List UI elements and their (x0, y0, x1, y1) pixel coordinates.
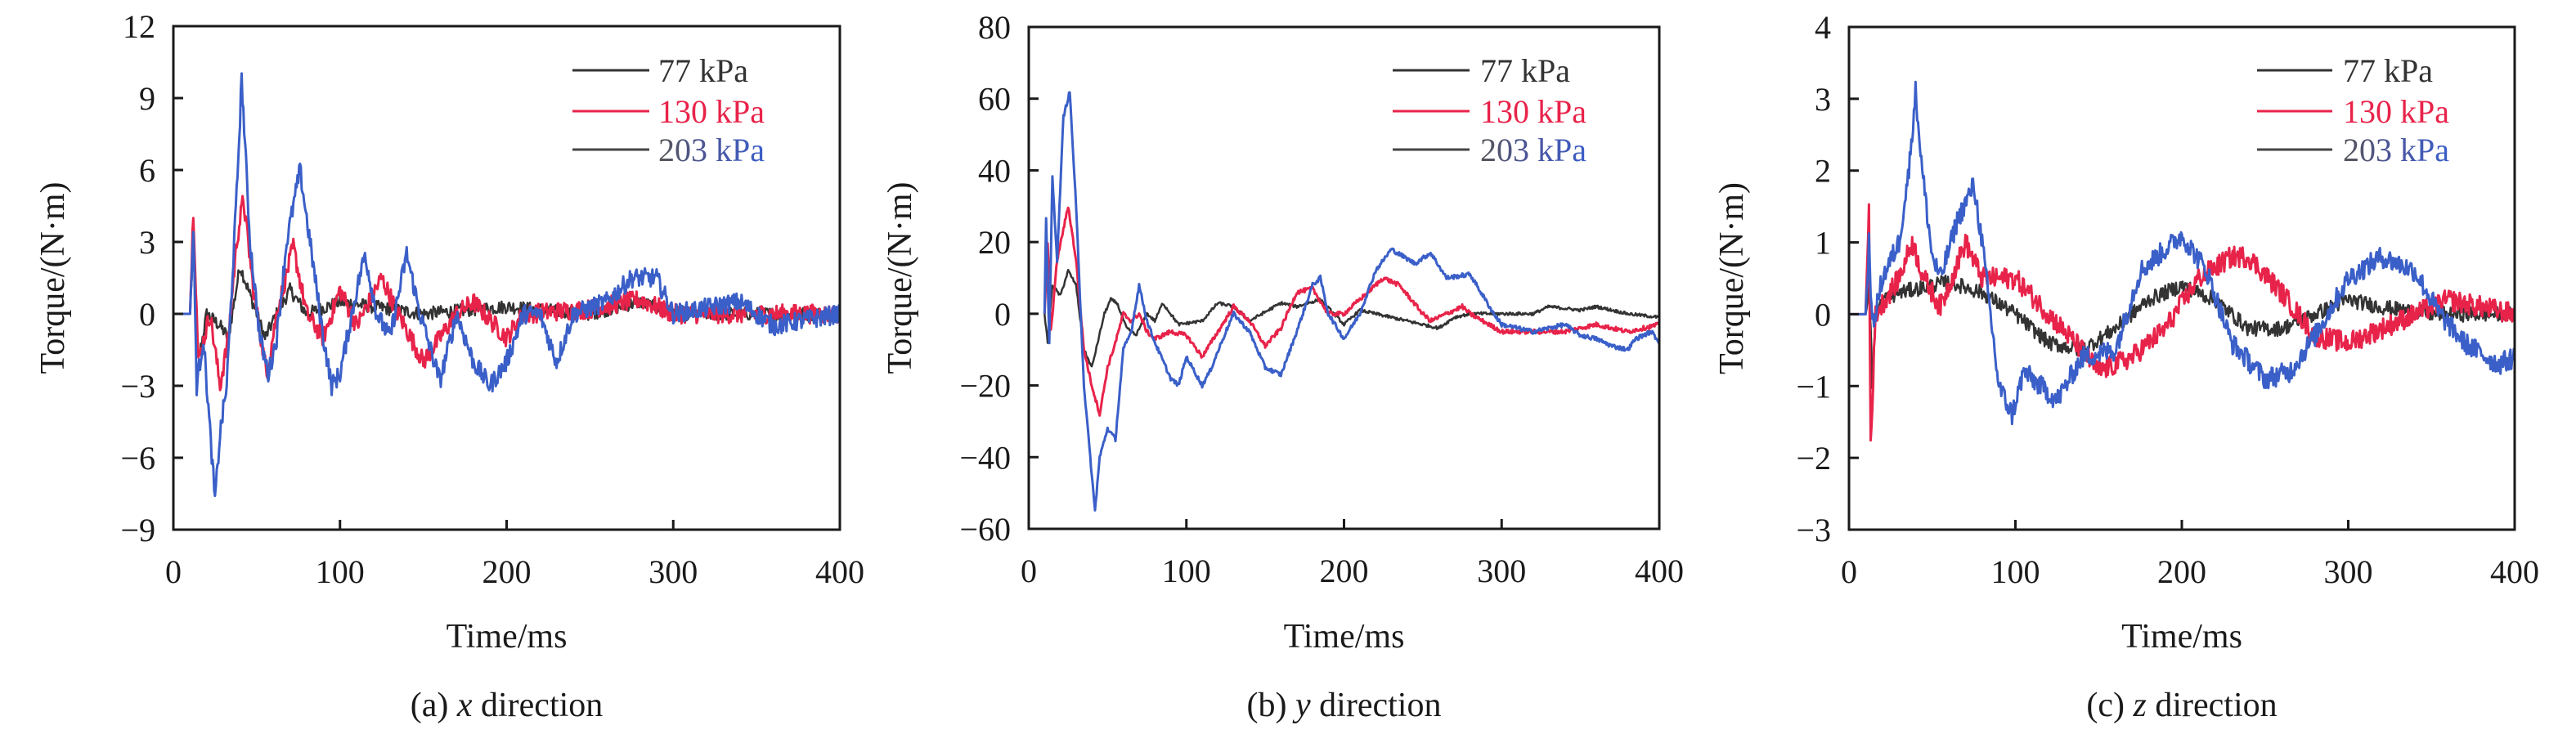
y-tick-label: 0 (139, 296, 155, 333)
series-group (173, 72, 841, 498)
x-tick-label: 400 (1635, 553, 1684, 589)
x-axis-label: Time/ms (2121, 618, 2242, 656)
series-line-203-kpa (173, 72, 841, 498)
y-tick-label: 4 (1815, 9, 1831, 46)
y-tick-label: 1 (1815, 225, 1831, 262)
y-tick-label: 0 (1815, 296, 1831, 333)
chart-panel-b: 0 100 200 300 400 −60 −40 −20 0 20 40 60 80 Time/ms To… (882, 9, 1684, 724)
y-tick-label: 3 (139, 224, 155, 261)
caption-variable: z (2132, 687, 2146, 724)
y-tick-label: 12 (123, 8, 155, 45)
series-group (1043, 91, 1661, 512)
series-line-203-kpa (1848, 80, 2516, 426)
series-line-77-kpa (1043, 268, 1660, 368)
series-line-130-kpa (1043, 206, 1661, 417)
legend-label: 130 kPa (2343, 93, 2449, 130)
legend-label: 130 kPa (1480, 93, 1586, 130)
panel-caption: (b) y direction (1247, 687, 1442, 724)
y-tick-label: 20 (978, 224, 1011, 261)
caption-prefix: (b) (1247, 687, 1295, 724)
x-tick-label: 0 (165, 553, 182, 590)
x-tick-label: 200 (2157, 553, 2206, 590)
y-tick-label: 60 (978, 81, 1011, 118)
caption-prefix: (a) (411, 687, 457, 724)
y-tick-label: −1 (1796, 368, 1831, 405)
y-tick-label: −6 (120, 440, 155, 477)
x-tick-label: 100 (316, 553, 365, 590)
y-tick-label: 40 (978, 152, 1011, 189)
x-tick-label: 200 (1320, 553, 1369, 589)
series-line-77-kpa (1848, 272, 2516, 390)
x-tick-label: 200 (482, 553, 532, 590)
y-tick-label: −40 (959, 439, 1011, 476)
legend-label: 77 kPa (2343, 52, 2433, 89)
chart-panel-a: 0 100 200 300 400 −9 −6 −3 0 3 6 9 12 Time/ms Torque/(… (34, 8, 864, 724)
series-line-203-kpa (1043, 91, 1661, 512)
panel-caption: (a) x direction (411, 687, 604, 724)
y-axis-label: Torque/(N·m) (1713, 182, 1751, 374)
x-tick-label: 0 (1841, 553, 1857, 590)
x-tick-label: 300 (2324, 553, 2373, 590)
y-tick-label: −60 (959, 511, 1011, 548)
legend-label: 77 kPa (658, 52, 748, 89)
y-tick-label: −3 (120, 368, 155, 405)
y-tick-label: 6 (139, 152, 155, 189)
caption-suffix: direction (473, 687, 604, 724)
legend-label: 130 kPa (658, 93, 765, 130)
series-group (1848, 80, 2516, 442)
y-tick-label: −2 (1796, 440, 1831, 477)
x-tick-label: 400 (2490, 553, 2539, 590)
legend-label: 203 kPa (658, 132, 765, 168)
y-tick-label: −9 (120, 512, 155, 548)
y-tick-label: 2 (1815, 153, 1831, 190)
x-tick-label: 300 (648, 553, 698, 590)
caption-suffix: direction (2147, 687, 2278, 724)
chart-panel-c: 0 100 200 300 400 −3 −2 −1 0 1 2 3 4 Time/ms Torque/(N… (1713, 9, 2539, 724)
legend-label: 203 kPa (2343, 132, 2449, 168)
caption-suffix: direction (1311, 687, 1442, 724)
x-axis-label: Time/ms (447, 618, 568, 656)
panel-caption: (c) z direction (2086, 687, 2277, 724)
y-tick-label: 3 (1815, 81, 1831, 118)
series-line-130-kpa (1848, 203, 2516, 442)
caption-prefix: (c) (2086, 687, 2133, 724)
y-tick-label: −20 (959, 368, 1011, 405)
caption-variable: x (456, 687, 473, 724)
y-axis-label: Torque/(N·m) (882, 182, 919, 374)
x-tick-label: 100 (1162, 553, 1211, 589)
caption-variable: y (1292, 687, 1311, 724)
series-line-130-kpa (173, 195, 841, 392)
x-tick-label: 100 (1991, 553, 2040, 590)
x-tick-label: 400 (815, 553, 864, 590)
legend-label: 77 kPa (1480, 52, 1570, 89)
y-axis-label: Torque/(N·m) (34, 182, 72, 374)
x-axis-label: Time/ms (1284, 618, 1405, 656)
legend-label: 203 kPa (1480, 132, 1586, 168)
y-tick-label: 80 (978, 9, 1011, 46)
y-tick-label: 0 (994, 296, 1011, 333)
x-tick-label: 0 (1021, 553, 1037, 589)
y-tick-label: 9 (139, 80, 155, 117)
y-tick-label: −3 (1796, 512, 1831, 548)
x-tick-label: 300 (1477, 553, 1526, 589)
